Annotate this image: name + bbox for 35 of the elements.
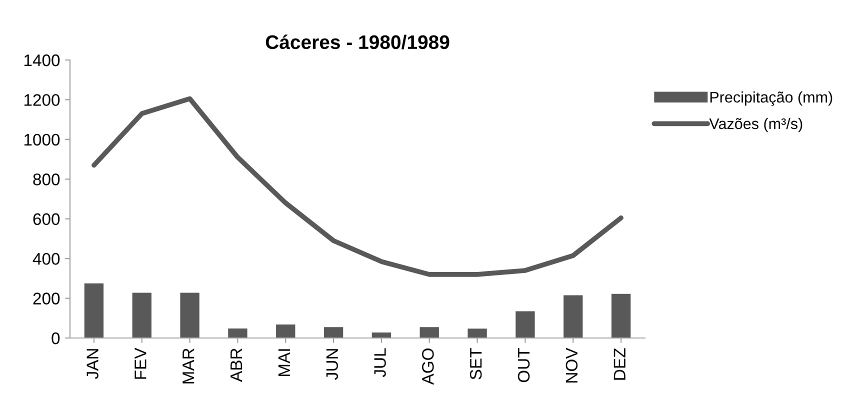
bar (420, 327, 439, 338)
x-tick-label: JUL (374, 348, 386, 378)
bar (468, 328, 487, 338)
legend-label: Vazões (m³/s) (709, 118, 802, 132)
x-tick-label: JUN (326, 349, 338, 380)
x-tick-label: OUT (518, 348, 530, 382)
y-tick-label: 200 (33, 292, 60, 304)
x-tick-label: AGO (422, 348, 434, 385)
y-tick-label: 800 (33, 174, 60, 186)
chart-title: Cáceres - 1980/1989 (266, 34, 450, 50)
y-tick-label: 600 (33, 213, 60, 226)
bar (324, 327, 344, 338)
x-tick-label: JAN (86, 349, 98, 379)
x-tick-label: MAR (182, 348, 194, 384)
bar (132, 292, 152, 338)
x-tick-label: SET (470, 348, 482, 380)
y-tick-label: 400 (32, 252, 60, 265)
bar (611, 294, 631, 338)
x-tick-label: DEZ (614, 348, 626, 380)
bar (516, 311, 535, 338)
x-tick-label: MAI (278, 349, 290, 376)
x-tick-label: ABR (230, 348, 242, 382)
y-tick-label: 1000 (24, 134, 60, 146)
x-tick-label: NOV (566, 348, 578, 382)
y-tick-label: 1200 (24, 94, 60, 106)
legend-label: Precipitação (mm) (710, 91, 832, 106)
bar (180, 292, 200, 338)
y-tick-label: 0 (52, 332, 60, 344)
line-series (92, 96, 624, 277)
bar (84, 283, 104, 338)
x-tick-label: FEV (134, 348, 146, 379)
y-tick-label: 1400 (24, 54, 60, 66)
bar (228, 328, 248, 338)
bar (276, 324, 296, 338)
bar (564, 295, 583, 338)
